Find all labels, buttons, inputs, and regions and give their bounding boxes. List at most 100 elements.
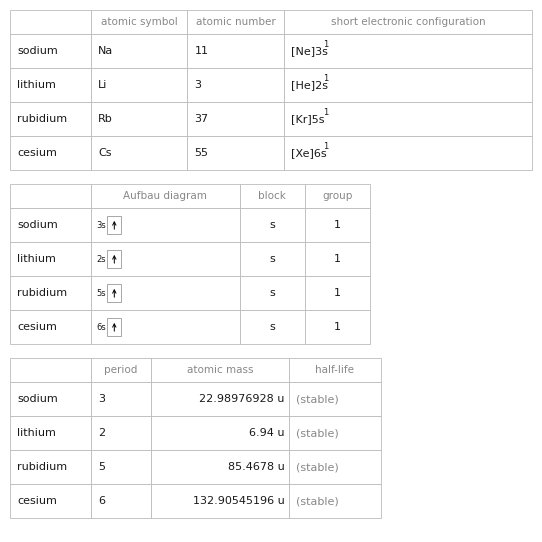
Bar [289,382,380,416]
Bar [188,10,284,34]
Text: 37: 37 [195,114,209,124]
Bar [91,416,151,450]
Bar [10,68,91,102]
Text: [He]2s: [He]2s [291,80,328,90]
Text: 55: 55 [195,148,209,158]
Text: 6: 6 [98,496,105,506]
Bar [151,450,289,484]
Bar [151,382,289,416]
Bar [240,276,305,310]
Bar [10,416,91,450]
Text: sodium: sodium [17,394,58,404]
Text: 3s: 3s [96,221,106,229]
Text: half-life: half-life [315,365,354,375]
Text: period: period [104,365,138,375]
Bar [305,242,370,276]
Text: sodium: sodium [17,220,58,230]
Bar [10,242,91,276]
Text: (stable): (stable) [296,428,339,438]
Bar [10,136,91,170]
Bar [10,184,91,208]
Bar [10,358,91,382]
Text: 1: 1 [323,74,328,83]
Text: cesium: cesium [17,148,57,158]
Text: 1: 1 [323,143,328,151]
Bar [151,416,289,450]
Text: Aufbau diagram: Aufbau diagram [124,191,207,201]
Bar [10,450,91,484]
Bar [284,10,532,34]
Text: s: s [269,288,275,298]
Bar [91,276,240,310]
Text: rubidium: rubidium [17,462,67,472]
Text: lithium: lithium [17,254,56,264]
Text: 1: 1 [334,322,341,332]
Bar [151,358,289,382]
Bar [305,208,370,242]
Text: 1: 1 [334,288,341,298]
Text: atomic number: atomic number [196,17,276,27]
Bar [284,136,532,170]
Bar [188,102,284,136]
Bar [10,276,91,310]
Text: 1: 1 [323,108,328,118]
Bar [91,68,188,102]
Text: (stable): (stable) [296,394,339,404]
Bar [188,136,284,170]
Bar [305,310,370,344]
Bar [10,208,91,242]
Bar [240,184,305,208]
Text: 3: 3 [195,80,202,90]
Bar [107,318,121,336]
Text: 2: 2 [98,428,105,438]
Text: 1: 1 [334,254,341,264]
Text: lithium: lithium [17,80,56,90]
Bar [91,184,240,208]
Text: s: s [269,254,275,264]
Bar [289,416,380,450]
Text: atomic symbol: atomic symbol [101,17,178,27]
Bar [240,310,305,344]
Bar [10,382,91,416]
Bar [188,34,284,68]
Bar [284,102,532,136]
Bar [107,216,121,234]
Bar [91,382,151,416]
Text: 2s: 2s [96,255,106,263]
Bar [188,68,284,102]
Text: 5s: 5s [96,288,106,298]
Text: cesium: cesium [17,322,57,332]
Bar [289,358,380,382]
Text: 1: 1 [323,41,328,49]
Text: cesium: cesium [17,496,57,506]
Text: (stable): (stable) [296,462,339,472]
Text: rubidium: rubidium [17,288,67,298]
Bar [107,250,121,268]
Text: rubidium: rubidium [17,114,67,124]
Bar [91,136,188,170]
Text: [Xe]6s: [Xe]6s [291,148,327,158]
Text: s: s [269,220,275,230]
Bar [10,310,91,344]
Text: 6s: 6s [96,322,106,332]
Text: 22.98976928 u: 22.98976928 u [199,394,284,404]
Text: block: block [259,191,286,201]
Bar [284,34,532,68]
Text: sodium: sodium [17,46,58,56]
Bar [289,450,380,484]
Bar [305,184,370,208]
Text: lithium: lithium [17,428,56,438]
Text: [Ne]3s: [Ne]3s [291,46,328,56]
Bar [91,450,151,484]
Text: s: s [269,322,275,332]
Bar [289,484,380,518]
Bar [91,358,151,382]
Text: 11: 11 [195,46,209,56]
Bar [10,102,91,136]
Bar [10,10,91,34]
Bar [240,242,305,276]
Text: 85.4678 u: 85.4678 u [228,462,284,472]
Bar [91,102,188,136]
Bar [240,208,305,242]
Text: Na: Na [98,46,113,56]
